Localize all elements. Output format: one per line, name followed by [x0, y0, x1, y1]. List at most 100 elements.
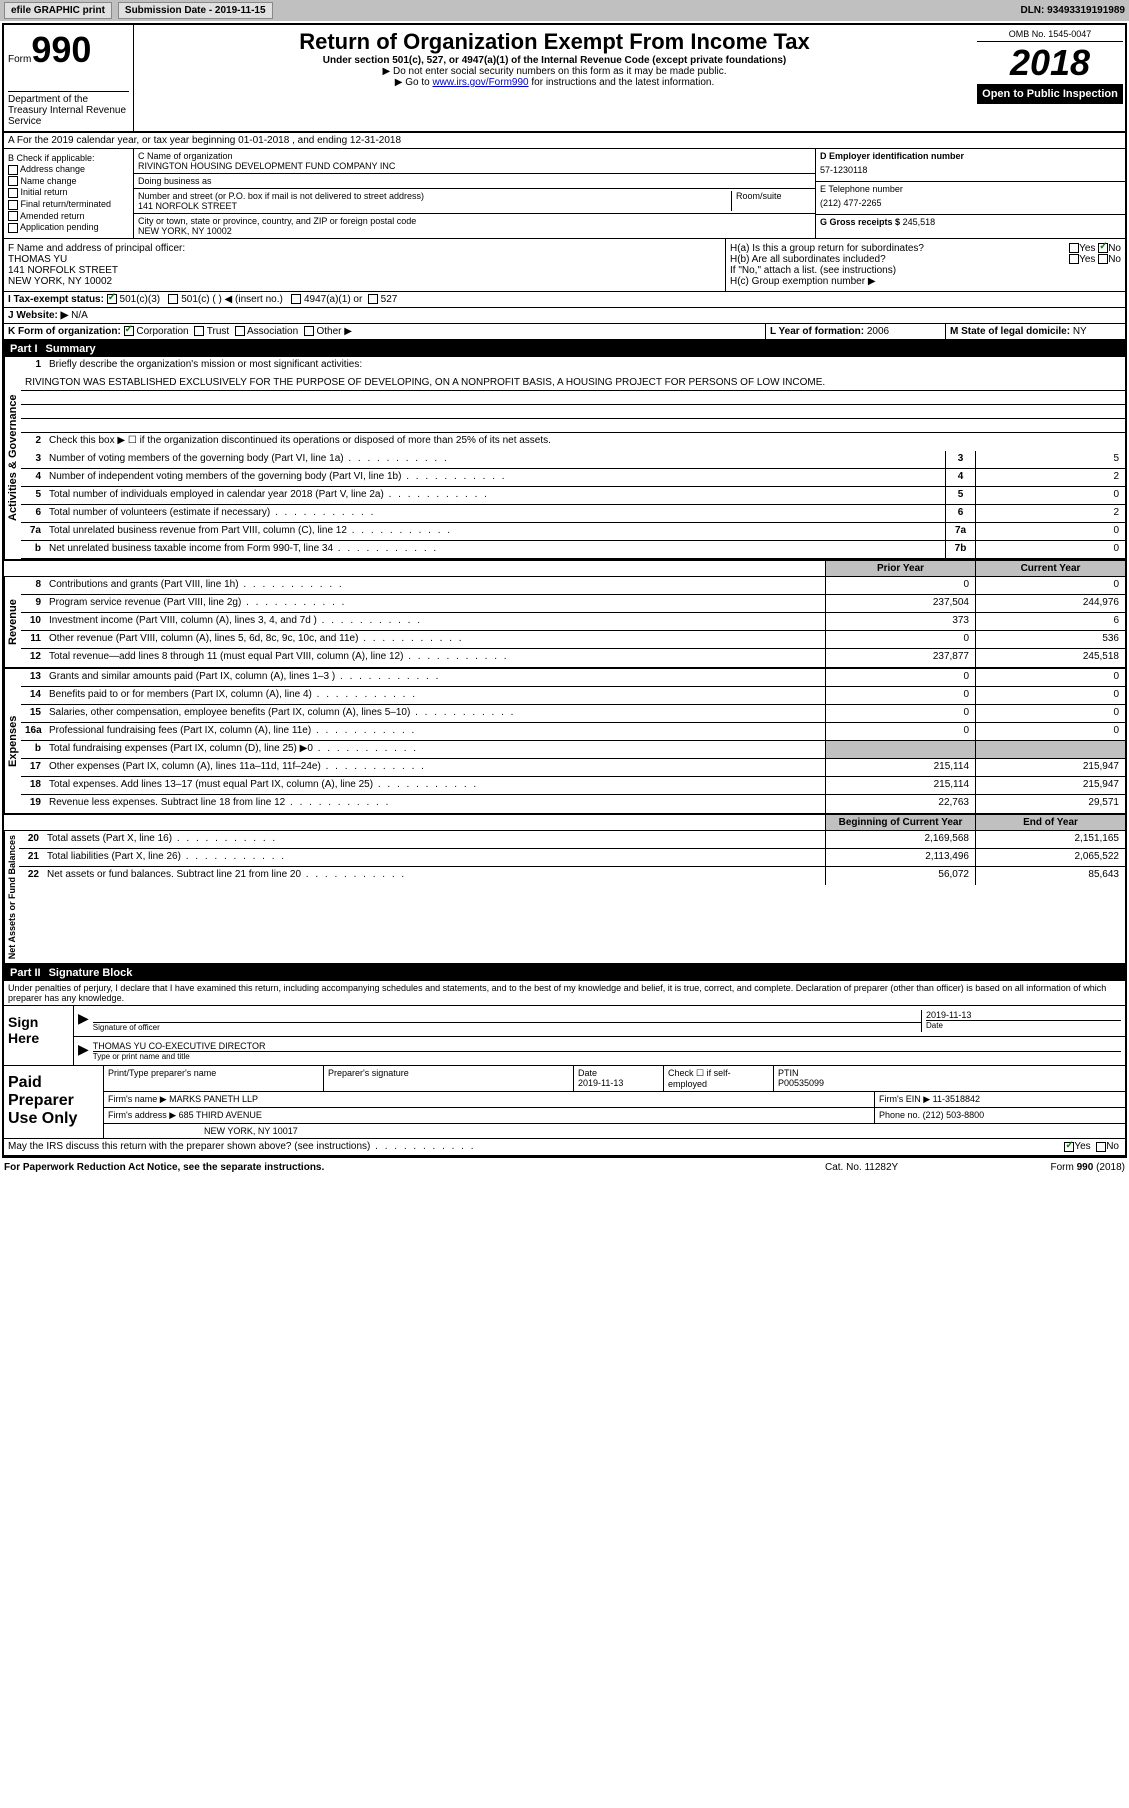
firm-addr1: 685 THIRD AVENUE — [179, 1110, 262, 1120]
ein-value: 57-1230118 — [820, 161, 1121, 179]
addr-value: 141 NORFOLK STREET — [138, 201, 731, 211]
sig-name-line: ▶ THOMAS YU CO-EXECUTIVE DIRECTOR Type o… — [74, 1037, 1125, 1065]
website-label: J Website: ▶ — [8, 310, 68, 321]
line-10: 10Investment income (Part VIII, column (… — [21, 613, 1125, 631]
chk-amended-label: Amended return — [20, 211, 85, 221]
firm-addr-label: Firm's address ▶ — [108, 1110, 176, 1120]
part1-title: Summary — [46, 343, 96, 355]
current-year-header: Current Year — [975, 561, 1125, 576]
discuss-row: May the IRS discuss this return with the… — [4, 1138, 1125, 1156]
sign-here-row: Sign Here ▶ Signature of officer 2019-11… — [4, 1005, 1125, 1065]
chk-pending-label: Application pending — [20, 222, 99, 232]
line-22: 22Net assets or fund balances. Subtract … — [19, 867, 1125, 885]
chk-final[interactable]: Final return/terminated — [8, 199, 129, 210]
ha-label: H(a) Is this a group return for subordin… — [730, 243, 924, 254]
hb-note: If "No," attach a list. (see instruction… — [730, 265, 1121, 276]
ha-no: No — [1108, 243, 1121, 254]
phone-label: E Telephone number — [820, 184, 1121, 194]
begin-year-header: Beginning of Current Year — [825, 815, 975, 830]
year-formation: 2006 — [867, 326, 889, 337]
form-number-cell: Form990 Department of the Treasury Inter… — [4, 25, 134, 131]
py-cy-headers: Prior Year Current Year — [4, 561, 1125, 577]
hb-label: H(b) Are all subordinates included? — [730, 254, 886, 265]
mission-blank2 — [21, 405, 1125, 419]
expenses-section: Expenses 13Grants and similar amounts pa… — [4, 669, 1125, 815]
title-cell: Return of Organization Exempt From Incom… — [134, 25, 975, 131]
note2-pre: ▶ Go to — [395, 77, 433, 88]
begin-end-headers: Beginning of Current Year End of Year — [4, 815, 1125, 831]
activities-side-label: Activities & Governance — [4, 357, 21, 559]
summary-line-7a: 7aTotal unrelated business revenue from … — [21, 523, 1125, 541]
prior-year-header: Prior Year — [825, 561, 975, 576]
col-b: B Check if applicable: Address change Na… — [4, 149, 134, 238]
form-container: Form990 Department of the Treasury Inter… — [2, 23, 1127, 1158]
line-11: 11Other revenue (Part VIII, column (A), … — [21, 631, 1125, 649]
chk-initial[interactable]: Initial return — [8, 187, 129, 198]
firm-name: MARKS PANETH LLP — [169, 1094, 258, 1104]
prep-name-header: Print/Type preparer's name — [104, 1066, 324, 1091]
ein-label: D Employer identification number — [820, 151, 1121, 161]
room-label: Room/suite — [736, 191, 811, 201]
col-b-header: B Check if applicable: — [8, 153, 129, 163]
assoc: Association — [247, 326, 298, 337]
firm-ein-label: Firm's EIN ▶ — [879, 1094, 930, 1104]
summary-line-4: 4Number of independent voting members of… — [21, 469, 1125, 487]
officer-addr1: 141 NORFOLK STREET — [8, 265, 721, 276]
q2-row: 2 Check this box ▶ ☐ if the organization… — [21, 433, 1125, 451]
501c3: 501(c)(3) — [120, 294, 161, 305]
arrow-icon-2: ▶ — [78, 1041, 89, 1061]
line-16a: 16aProfessional fundraising fees (Part I… — [21, 723, 1125, 741]
501c: 501(c) ( ) ◀ (insert no.) — [181, 294, 283, 305]
phone-value: (212) 477-2265 — [820, 194, 1121, 212]
prep-date-header: Date — [578, 1068, 597, 1078]
city-label: City or town, state or province, country… — [138, 216, 811, 226]
year-cell: OMB No. 1545-0047 2018 Open to Public In… — [975, 25, 1125, 131]
netassets-side-label: Net Assets or Fund Balances — [4, 831, 19, 963]
prep-header-line: Print/Type preparer's name Preparer's si… — [104, 1066, 1125, 1092]
footer-left: For Paperwork Reduction Act Notice, see … — [4, 1162, 825, 1173]
end-year-header: End of Year — [975, 815, 1125, 830]
sig-date-label: Date — [926, 1020, 1121, 1030]
4947: 4947(a)(1) or — [304, 294, 362, 305]
city-value: NEW YORK, NY 10002 — [138, 226, 811, 236]
q2-text: Check this box ▶ ☐ if the organization d… — [45, 433, 1125, 451]
activities-section: Activities & Governance 1 Briefly descri… — [4, 357, 1125, 561]
chk-final-label: Final return/terminated — [21, 199, 112, 209]
declaration-text: Under penalties of perjury, I declare th… — [4, 981, 1125, 1005]
line-13: 13Grants and similar amounts paid (Part … — [21, 669, 1125, 687]
dln: DLN: 93493319191989 — [1020, 5, 1125, 16]
part2-header: Part II Signature Block — [4, 965, 1125, 981]
firm-addr-line: Firm's address ▶ 685 THIRD AVENUE Phone … — [104, 1108, 1125, 1124]
line-12: 12Total revenue—add lines 8 through 11 (… — [21, 649, 1125, 667]
phone-row: E Telephone number (212) 477-2265 — [816, 182, 1125, 215]
irs-link[interactable]: www.irs.gov/Form990 — [432, 77, 528, 88]
part2-title: Signature Block — [49, 967, 133, 979]
efile-btn[interactable]: efile GRAPHIC print — [4, 2, 112, 19]
revenue-section: Revenue 8Contributions and grants (Part … — [4, 577, 1125, 669]
addr-row: Number and street (or P.O. box if mail i… — [134, 189, 815, 214]
line-9: 9Program service revenue (Part VIII, lin… — [21, 595, 1125, 613]
line-17: 17Other expenses (Part IX, column (A), l… — [21, 759, 1125, 777]
org-name: RIVINGTON HOUSING DEVELOPMENT FUND COMPA… — [138, 161, 811, 171]
dept-label: Department of the Treasury Internal Reve… — [8, 91, 129, 127]
officer-label: F Name and address of principal officer: — [8, 243, 721, 254]
chk-address[interactable]: Address change — [8, 164, 129, 175]
hb-no: No — [1108, 254, 1121, 265]
col-h: H(a) Is this a group return for subordin… — [725, 239, 1125, 291]
footer-right: Form 990 (2018) — [975, 1162, 1125, 1173]
prep-selfemp: Check ☐ if self-employed — [664, 1066, 774, 1091]
firm-name-line: Firm's name ▶ MARKS PANETH LLP Firm's EI… — [104, 1092, 1125, 1108]
chk-pending[interactable]: Application pending — [8, 222, 129, 233]
mission-blank3 — [21, 419, 1125, 433]
chk-amended[interactable]: Amended return — [8, 211, 129, 222]
note-ssn: ▶ Do not enter social security numbers o… — [142, 66, 967, 77]
expenses-side-label: Expenses — [4, 669, 21, 813]
revenue-side-label: Revenue — [4, 577, 21, 667]
netassets-section: Net Assets or Fund Balances 20Total asse… — [4, 831, 1125, 965]
firm-phone-label: Phone no. — [879, 1110, 920, 1120]
chk-name[interactable]: Name change — [8, 176, 129, 187]
line-18: 18Total expenses. Add lines 13–17 (must … — [21, 777, 1125, 795]
sig-name-label: Type or print name and title — [93, 1051, 1121, 1061]
form-org-label: K Form of organization: — [8, 326, 121, 337]
row-k: K Form of organization: Corporation Trus… — [4, 324, 1125, 341]
